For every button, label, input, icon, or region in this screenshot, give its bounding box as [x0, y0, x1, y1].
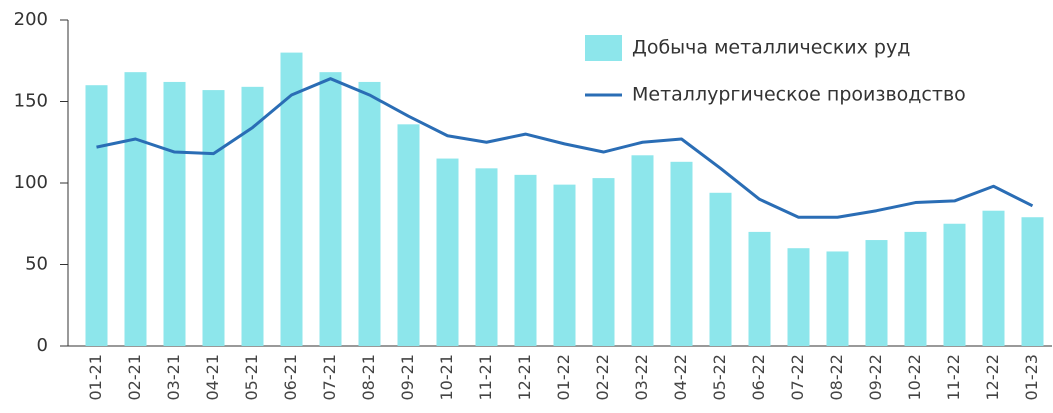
y-tick-label: 150 [14, 91, 48, 112]
x-tick-label: 07-22 [788, 354, 807, 401]
bar [241, 86, 264, 346]
y-tick-label: 200 [14, 9, 48, 30]
bar [85, 85, 108, 346]
x-tick-label: 05-21 [242, 354, 261, 401]
bar [982, 210, 1005, 346]
x-tick-label: 07-21 [320, 354, 339, 401]
x-tick-label: 04-21 [203, 354, 222, 401]
x-tick-label: 01-22 [554, 354, 573, 401]
bar [397, 124, 420, 346]
x-tick-label: 06-21 [281, 354, 300, 401]
bar [280, 52, 303, 346]
bar [436, 158, 459, 346]
x-tick-label: 08-22 [827, 354, 846, 401]
x-tick-label: 12-21 [515, 354, 534, 401]
bar [358, 81, 381, 346]
bar [865, 240, 888, 346]
x-tick-label: 09-22 [866, 354, 885, 401]
x-tick-label: 10-21 [437, 354, 456, 401]
bar [748, 231, 771, 346]
bar [1021, 217, 1044, 346]
y-tick-label: 100 [14, 172, 48, 193]
bar [163, 81, 186, 346]
x-tick-label: 02-22 [593, 354, 612, 401]
bar [904, 231, 927, 346]
legend-label: Добыча металлических руд [632, 37, 910, 59]
x-tick-label: 08-21 [359, 354, 378, 401]
bar [592, 178, 615, 346]
bar [943, 223, 966, 346]
y-tick-label: 0 [37, 335, 48, 356]
bar [475, 168, 498, 346]
bar [319, 72, 342, 346]
x-tick-label: 05-22 [710, 354, 729, 401]
bar [553, 184, 576, 346]
bar [124, 72, 147, 346]
x-tick-label: 01-23 [1022, 354, 1041, 401]
x-tick-label: 01-21 [86, 354, 105, 401]
x-tick-label: 03-21 [164, 354, 183, 401]
bar [202, 90, 225, 346]
x-tick-label: 06-22 [749, 354, 768, 401]
line [96, 77, 1034, 219]
bar [709, 192, 732, 346]
bar [514, 174, 537, 346]
x-tick-label: 09-21 [398, 354, 417, 401]
bar [670, 161, 693, 346]
legend-swatch [585, 35, 622, 61]
x-tick-label: 04-22 [671, 354, 690, 401]
legend-label: Металлургическое производство [632, 84, 966, 106]
x-tick-label: 11-21 [476, 354, 495, 401]
x-tick-label: 11-22 [944, 354, 963, 401]
x-tick-label: 03-22 [632, 354, 651, 401]
x-tick-label: 10-22 [905, 354, 924, 401]
bar [826, 251, 849, 346]
y-tick-label: 50 [25, 254, 48, 275]
x-tick-label: 02-21 [125, 354, 144, 401]
bar [631, 155, 654, 346]
x-tick-label: 12-22 [983, 354, 1002, 401]
bar [787, 248, 810, 346]
